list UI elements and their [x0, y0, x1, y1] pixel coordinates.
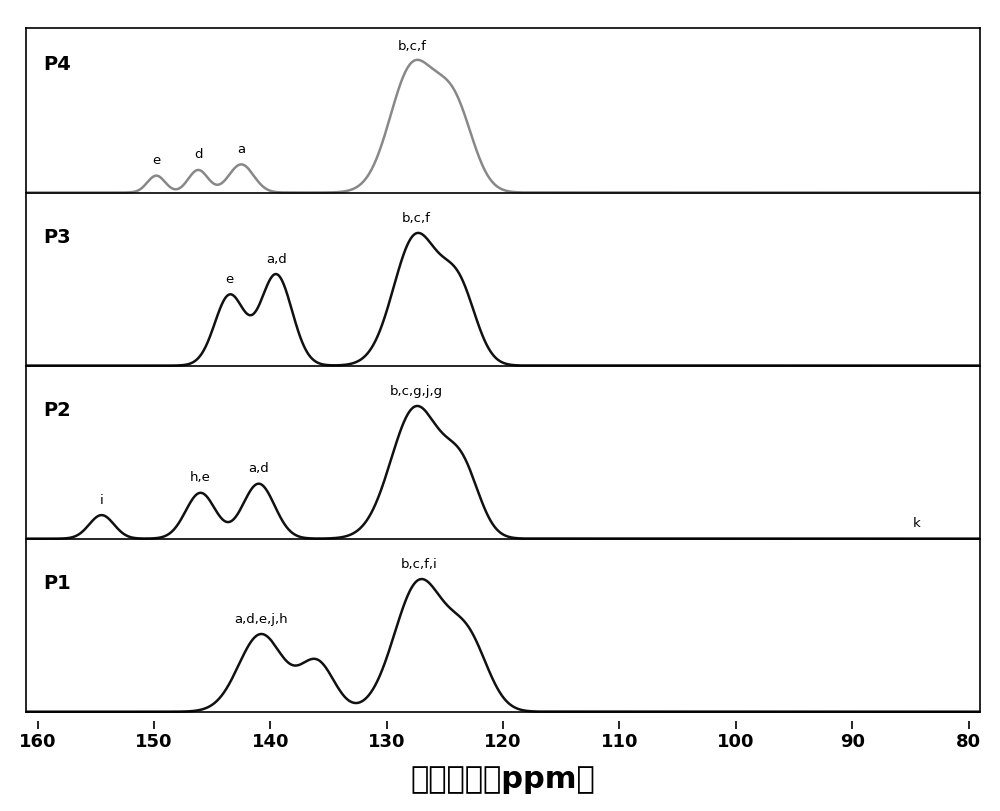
Text: h,e: h,e: [190, 471, 211, 484]
X-axis label: 化学位移（ppm）: 化学位移（ppm）: [411, 766, 595, 794]
Text: e: e: [225, 273, 234, 286]
Text: d: d: [194, 148, 202, 161]
Text: k: k: [912, 517, 920, 530]
Text: P3: P3: [43, 228, 71, 247]
Text: P1: P1: [43, 574, 71, 593]
Text: b,c,f: b,c,f: [401, 212, 430, 225]
Text: a,d,e,j,h: a,d,e,j,h: [234, 612, 288, 625]
Text: a: a: [237, 143, 245, 156]
Text: e: e: [152, 154, 160, 167]
Text: a,d: a,d: [248, 462, 269, 475]
Text: a,d: a,d: [266, 252, 287, 266]
Text: i: i: [100, 494, 103, 507]
Text: b,c,f: b,c,f: [398, 41, 427, 54]
Text: b,c,g,j,g: b,c,g,j,g: [389, 384, 442, 397]
Text: b,c,f,i: b,c,f,i: [401, 558, 438, 571]
Text: P4: P4: [43, 55, 71, 74]
Text: P2: P2: [43, 401, 71, 420]
